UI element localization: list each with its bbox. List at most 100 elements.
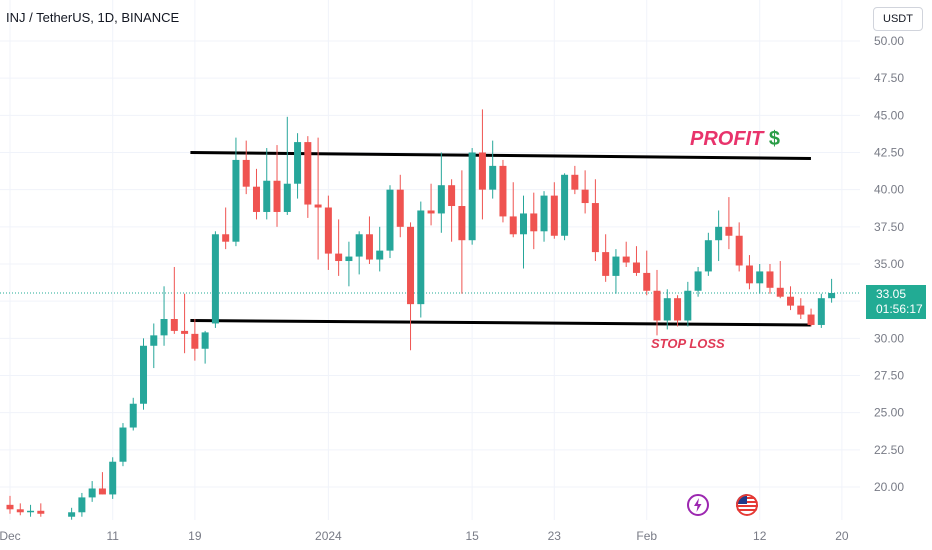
stop-loss-annotation: STOP LOSS <box>651 336 725 351</box>
candle-body <box>140 345 148 404</box>
candle <box>468 148 476 245</box>
grid <box>0 0 860 520</box>
x-tick-label: Feb <box>636 529 657 543</box>
candle <box>499 159 507 223</box>
candle <box>376 226 384 272</box>
candle-body <box>756 271 764 284</box>
candle <box>612 249 620 294</box>
candle <box>119 423 127 467</box>
candle-body <box>591 203 599 253</box>
x-tick-label: 15 <box>465 529 479 543</box>
candle <box>509 182 517 238</box>
candle <box>756 264 764 294</box>
trend-lines <box>190 151 811 327</box>
candle-body <box>181 330 189 334</box>
x-tick-label: Dec <box>0 529 21 543</box>
y-tick-label: 22.50 <box>874 443 904 457</box>
x-tick-label: 23 <box>548 529 562 543</box>
candle <box>314 137 322 260</box>
candle-body <box>725 226 733 236</box>
candle <box>88 481 96 502</box>
candle-body <box>530 213 538 232</box>
candle <box>335 219 343 276</box>
candle <box>766 264 774 294</box>
currency-button[interactable]: USDT <box>873 7 923 31</box>
candle <box>191 319 199 361</box>
candle-body <box>417 210 425 305</box>
candle-body <box>674 298 682 321</box>
candle-body <box>807 314 815 325</box>
candle <box>787 286 795 311</box>
candlesticks <box>6 109 836 520</box>
candle <box>109 457 117 499</box>
lightning-icon[interactable] <box>687 494 709 516</box>
y-tick-label: 42.50 <box>874 146 904 160</box>
candle <box>663 289 671 330</box>
candle <box>181 293 189 354</box>
candle-body <box>448 185 456 207</box>
candle-body <box>715 226 723 241</box>
resistance-line[interactable] <box>190 151 811 160</box>
candle-body <box>88 488 96 498</box>
candle <box>27 504 35 517</box>
candle-body <box>663 298 671 321</box>
candle <box>427 183 435 226</box>
candle <box>170 266 178 334</box>
candle-body <box>540 195 548 232</box>
candle-body <box>6 504 14 510</box>
candle-body <box>509 216 517 235</box>
candle <box>365 216 373 264</box>
candle <box>242 140 250 195</box>
candle <box>78 492 86 517</box>
candle <box>294 133 302 199</box>
candle-body <box>376 250 384 260</box>
candle <box>283 116 291 215</box>
support-line[interactable] <box>190 318 811 327</box>
candle-body <box>232 159 240 242</box>
candle <box>6 495 14 514</box>
time-axis: Dec 11 19 2024 15 23 Feb 12 20 <box>0 529 849 543</box>
candle-body <box>489 165 497 190</box>
candle-body <box>160 319 168 336</box>
y-tick-label: 30.00 <box>874 331 904 345</box>
candle-body <box>242 159 250 187</box>
candle <box>304 136 312 218</box>
x-tick-label: 12 <box>753 529 767 543</box>
y-tick-label: 45.00 <box>874 108 904 122</box>
candle <box>16 503 24 516</box>
candle-body <box>170 319 178 331</box>
y-tick-label: 20.00 <box>874 480 904 494</box>
candle-body <box>314 204 322 208</box>
candle-body <box>571 174 579 190</box>
x-tick-label: 2024 <box>315 529 342 543</box>
y-tick-label: 40.00 <box>874 183 904 197</box>
candle-body <box>283 183 291 212</box>
us-flag-icon[interactable] <box>736 494 758 516</box>
candle-body <box>458 206 466 241</box>
candle <box>602 234 610 282</box>
candle-body <box>150 335 158 346</box>
candle-body <box>252 186 260 212</box>
candle <box>561 173 569 241</box>
candle <box>437 152 445 233</box>
candle-body <box>745 265 753 284</box>
y-tick-label: 27.50 <box>874 369 904 383</box>
candle <box>448 179 456 242</box>
candle-body <box>581 189 589 204</box>
candle <box>817 293 825 328</box>
candle-body <box>632 262 640 273</box>
candle-body <box>643 272 651 291</box>
candle-body <box>78 497 86 513</box>
candle <box>201 330 209 364</box>
candle-body <box>119 427 127 462</box>
candle-body <box>324 207 332 254</box>
x-tick-label: 19 <box>188 529 202 543</box>
candle-body <box>828 292 836 299</box>
candle-body <box>612 256 620 276</box>
y-tick-label: 35.00 <box>874 257 904 271</box>
candle <box>160 286 168 346</box>
candle-body <box>407 226 415 305</box>
candle-body <box>304 142 312 205</box>
profit-dollar: $ <box>768 128 781 150</box>
